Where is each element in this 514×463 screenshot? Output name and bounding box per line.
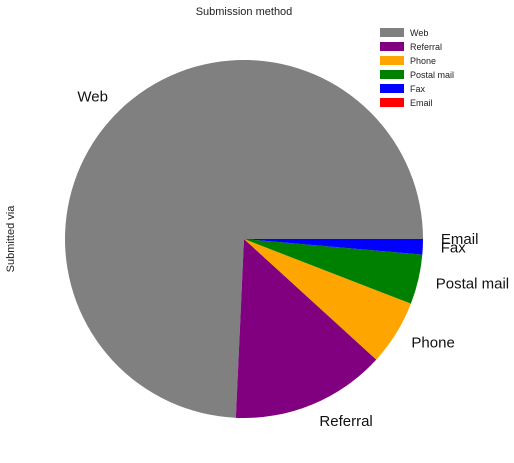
slice-label-email: Email	[441, 231, 479, 248]
legend-swatch-phone	[380, 56, 404, 65]
legend-label-fax: Fax	[410, 84, 426, 94]
legend-swatch-web	[380, 28, 404, 37]
pie-slice-phone	[244, 239, 411, 360]
slice-label-phone: Phone	[411, 335, 454, 352]
pie-slice-web	[64, 60, 423, 418]
legend: Web Referral Phone Postal mail Fax Email	[380, 28, 454, 108]
y-axis-label: Submitted via	[5, 205, 17, 273]
pie-slices	[64, 60, 423, 419]
chart-title: Submission method	[196, 6, 293, 18]
legend-label-phone: Phone	[410, 56, 436, 66]
legend-swatch-fax	[380, 84, 404, 93]
pie-slice-fax	[244, 239, 423, 255]
legend-label-postal-mail: Postal mail	[410, 70, 454, 80]
pie-slice-postal-mail	[244, 239, 423, 304]
slice-label-postal-mail: Postal mail	[436, 276, 509, 293]
legend-label-referral: Referral	[410, 42, 442, 52]
legend-swatch-email	[380, 98, 404, 107]
pie-slice-referral	[235, 239, 377, 419]
slice-label-web: Web	[77, 89, 108, 106]
slice-label-referral: Referral	[319, 413, 372, 430]
legend-label-email: Email	[410, 98, 433, 108]
slice-label-fax: Fax	[441, 240, 467, 257]
legend-swatch-postal-mail	[380, 70, 404, 79]
legend-swatch-referral	[380, 42, 404, 51]
legend-label-web: Web	[410, 28, 428, 38]
